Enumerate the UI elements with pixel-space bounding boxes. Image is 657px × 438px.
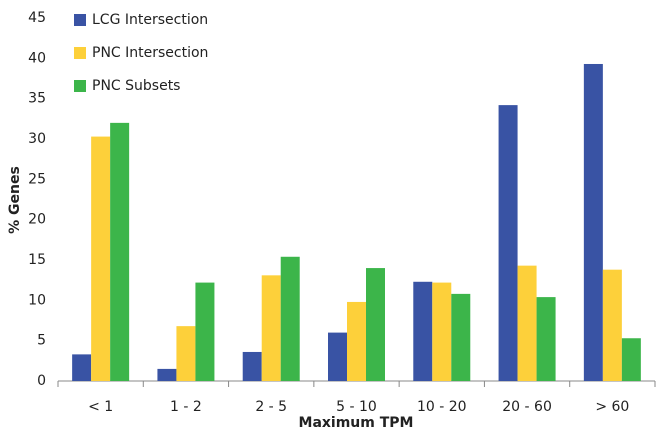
legend-label: PNC Intersection (92, 45, 208, 61)
bar (242, 351, 262, 381)
bar (451, 293, 471, 381)
y-tick-label: 0 (37, 373, 46, 389)
y-tick-label: 10 (28, 292, 46, 308)
y-tick-label: 30 (28, 131, 46, 147)
legend-swatch (74, 14, 86, 26)
bar (621, 338, 641, 381)
x-tick-label: 2 - 5 (255, 399, 287, 415)
x-tick-label: < 1 (88, 399, 113, 415)
bar (583, 63, 603, 381)
bar (602, 269, 622, 381)
bar (195, 282, 215, 381)
legend-label: PNC Subsets (92, 78, 180, 94)
bar (280, 256, 300, 381)
y-tick-label: 5 (37, 333, 46, 349)
bar (261, 275, 281, 381)
bar (498, 105, 518, 382)
x-tick-label: > 60 (595, 399, 629, 415)
y-tick-label: 35 (28, 91, 46, 107)
x-tick-label: 20 - 60 (502, 399, 552, 415)
bar (157, 368, 177, 381)
y-tick-label: 20 (28, 212, 46, 228)
bar (413, 281, 433, 381)
y-tick-label: 45 (28, 10, 46, 26)
bar (517, 265, 537, 381)
x-tick-label: 1 - 2 (170, 399, 202, 415)
x-tick-label: 10 - 20 (417, 399, 467, 415)
bar (366, 268, 385, 381)
bar (72, 354, 92, 381)
bar (328, 332, 347, 381)
legend-swatch (74, 80, 86, 92)
legend-label: LCG Intersection (92, 12, 208, 28)
y-axis-title: % Genes (7, 166, 23, 234)
legend-swatch (74, 47, 86, 59)
y-tick-label: 15 (28, 252, 46, 268)
x-axis-title: Maximum TPM (299, 415, 414, 431)
x-tick-label: 5 - 10 (336, 399, 377, 415)
bar (176, 326, 196, 381)
y-tick-label: 25 (28, 171, 46, 187)
bar (110, 122, 130, 381)
bar (432, 282, 452, 381)
bar (347, 301, 366, 381)
y-tick-label: 40 (28, 50, 46, 66)
bar (536, 297, 556, 381)
bar (91, 136, 111, 381)
